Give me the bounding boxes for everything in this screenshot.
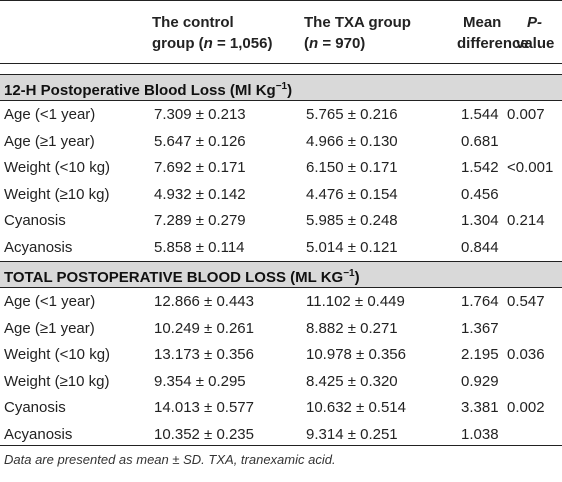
cell-txa: 4.476 ± 0.154 (306, 185, 398, 203)
bottom-rule (0, 445, 562, 446)
cell-txa: 8.882 ± 0.271 (306, 319, 398, 337)
cell-control: 12.866 ± 0.443 (154, 293, 254, 310)
table-row: Weight (<10 kg) 13.173 ± 0.356 10.978 ± 0.… (0, 342, 562, 368)
cell-control: 9.354 ± 0.295 (154, 372, 246, 390)
cell-p-value: 0.007 (507, 106, 545, 123)
table-row: Age (≥1 year) 5.647 ± 0.126 4.966 ± 0.130 0… (0, 129, 562, 155)
cell-mean-difference: 1.764 (461, 293, 499, 310)
cell-txa: 4.966 ± 0.130 (306, 132, 398, 150)
cell-txa: 10.978 ± 0.356 (306, 346, 406, 363)
row-label: Weight (<10 kg) (4, 159, 111, 176)
cell-txa: 9.314 ± 0.251 (306, 425, 398, 443)
row-label: Cyanosis (4, 212, 66, 229)
cell-mean-difference: 1.304 (461, 212, 499, 229)
row-label: Age (≥1 year) (4, 132, 95, 150)
cell-txa: 5.985 ± 0.248 (306, 212, 398, 229)
top-rule (0, 0, 562, 1)
row-label: Age (<1 year) (4, 293, 96, 310)
row-label: Acyanosis (4, 425, 73, 443)
header-rule (0, 63, 562, 64)
table-row: Weight (≥10 kg) 4.932 ± 0.142 4.476 ± 0.15… (0, 182, 562, 208)
table-row: Acyanosis 5.858 ± 0.114 5.014 ± 0.121 0.844 (0, 235, 562, 261)
cell-control: 10.352 ± 0.235 (154, 425, 254, 443)
section-header: 12-H Postoperative Blood Loss (Ml Kg−1) (0, 74, 562, 100)
section-rule (0, 261, 562, 262)
table-row: Weight (<10 kg) 7.692 ± 0.171 6.150 ± 0.17… (0, 155, 562, 181)
cell-p-value: 0.036 (507, 346, 545, 363)
table-row: Age (<1 year) 7.309 ± 0.213 5.765 ± 0.216 1… (0, 102, 562, 128)
cell-mean-difference: 1.367 (461, 319, 499, 337)
section-rule (0, 100, 562, 101)
row-label: Age (≥1 year) (4, 319, 95, 337)
cell-mean-difference: 1.038 (461, 425, 499, 443)
cell-p-value: 0.547 (507, 293, 545, 310)
table-row: Cyanosis 14.013 ± 0.577 10.632 ± 0.514 3.38… (0, 395, 562, 421)
cell-mean-difference: 3.381 (461, 399, 499, 416)
table-row: Cyanosis 7.289 ± 0.279 5.985 ± 0.248 1.304 0… (0, 208, 562, 234)
row-label: Acyanosis (4, 238, 73, 256)
header-txa-line2: (n = 970) (304, 35, 366, 52)
row-label: Cyanosis (4, 399, 66, 416)
header-control: The control group (n = 1,056) (152, 12, 272, 54)
section-header: TOTAL POSTOPERATIVE BLOOD LOSS (ML KG−1) (0, 261, 562, 287)
cell-mean-difference: 2.195 (461, 346, 499, 363)
header-txa-line1: The TXA group (304, 14, 411, 31)
cell-txa: 6.150 ± 0.171 (306, 159, 398, 176)
header-control-line1: The control (152, 14, 234, 31)
cell-control: 5.647 ± 0.126 (154, 132, 246, 150)
table-row: Age (≥1 year) 10.249 ± 0.261 8.882 ± 0.271… (0, 316, 562, 342)
cell-p-value: 0.214 (507, 212, 545, 229)
cell-control: 7.692 ± 0.171 (154, 159, 246, 176)
cell-control: 13.173 ± 0.356 (154, 346, 254, 363)
cell-mean-difference: 0.929 (461, 372, 499, 390)
cell-mean-difference: 0.844 (461, 238, 499, 256)
header-control-line2: group (n = 1,056) (152, 35, 273, 52)
cell-control: 7.289 ± 0.279 (154, 212, 246, 229)
cell-control: 14.013 ± 0.577 (154, 399, 254, 416)
cell-control: 10.249 ± 0.261 (154, 319, 254, 337)
cell-txa: 10.632 ± 0.514 (306, 399, 406, 416)
cell-p-value: 0.002 (507, 399, 545, 416)
header-p-value: P- value (516, 14, 555, 52)
cell-mean-difference: 0.456 (461, 185, 499, 203)
table-row: Age (<1 year) 12.866 ± 0.443 11.102 ± 0.44… (0, 289, 562, 315)
cell-txa: 5.014 ± 0.121 (306, 238, 398, 256)
cell-txa: 5.765 ± 0.216 (306, 106, 398, 123)
section-rule (0, 287, 562, 288)
table-row: Weight (≥10 kg) 9.354 ± 0.295 8.425 ± 0.32… (0, 369, 562, 395)
cell-mean-difference: 0.681 (461, 132, 499, 150)
header-mean-difference: Mean difference (457, 14, 529, 52)
section-rule (0, 74, 562, 75)
row-label: Weight (≥10 kg) (4, 372, 110, 390)
cell-mean-difference: 1.542 (461, 159, 499, 176)
cell-txa: 8.425 ± 0.320 (306, 372, 398, 390)
row-label: Weight (≥10 kg) (4, 185, 110, 203)
cell-p-value: <0.001 (507, 159, 554, 176)
cell-txa: 11.102 ± 0.449 (306, 293, 405, 310)
header-txa: The TXA group (n = 970) (304, 12, 411, 54)
cell-control: 7.309 ± 0.213 (154, 106, 246, 123)
cell-control: 5.858 ± 0.114 (154, 238, 245, 256)
footnote: Data are presented as mean ± SD. TXA, tr… (4, 452, 336, 467)
cell-control: 4.932 ± 0.142 (154, 185, 246, 203)
row-label: Age (<1 year) (4, 106, 96, 123)
cell-mean-difference: 1.544 (461, 106, 499, 123)
row-label: Weight (<10 kg) (4, 346, 111, 363)
table-row: Acyanosis 10.352 ± 0.235 9.314 ± 0.251 1.03… (0, 422, 562, 448)
